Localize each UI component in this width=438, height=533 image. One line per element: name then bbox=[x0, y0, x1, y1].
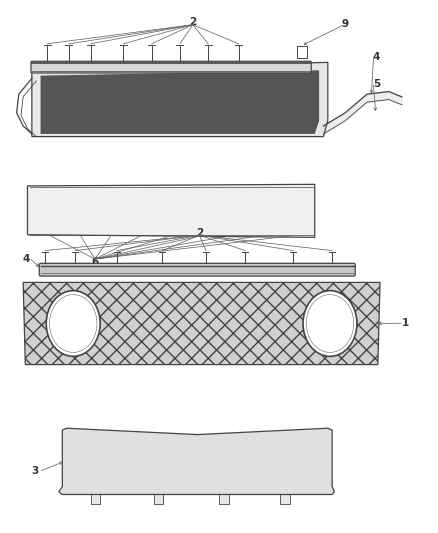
FancyBboxPatch shape bbox=[275, 66, 314, 128]
FancyBboxPatch shape bbox=[161, 286, 189, 361]
FancyBboxPatch shape bbox=[157, 192, 185, 230]
FancyBboxPatch shape bbox=[214, 286, 243, 361]
FancyBboxPatch shape bbox=[102, 436, 136, 487]
Bar bbox=[297, 46, 307, 58]
Polygon shape bbox=[32, 62, 328, 136]
FancyBboxPatch shape bbox=[276, 189, 308, 232]
Polygon shape bbox=[23, 282, 380, 365]
Text: 2: 2 bbox=[196, 228, 203, 238]
PathPatch shape bbox=[59, 428, 334, 495]
FancyBboxPatch shape bbox=[81, 67, 118, 128]
FancyBboxPatch shape bbox=[196, 436, 230, 487]
Bar bbox=[91, 495, 100, 504]
Text: 4: 4 bbox=[373, 52, 380, 61]
FancyBboxPatch shape bbox=[236, 66, 275, 128]
FancyBboxPatch shape bbox=[228, 436, 261, 487]
FancyBboxPatch shape bbox=[165, 436, 198, 487]
Circle shape bbox=[306, 295, 354, 352]
FancyBboxPatch shape bbox=[185, 189, 217, 232]
Text: 3: 3 bbox=[31, 466, 39, 475]
Text: 2: 2 bbox=[189, 17, 197, 27]
FancyBboxPatch shape bbox=[42, 67, 79, 128]
FancyBboxPatch shape bbox=[155, 189, 187, 232]
FancyBboxPatch shape bbox=[31, 61, 311, 73]
FancyBboxPatch shape bbox=[248, 192, 276, 230]
FancyBboxPatch shape bbox=[39, 263, 355, 276]
FancyBboxPatch shape bbox=[215, 189, 247, 232]
Circle shape bbox=[46, 290, 100, 357]
FancyBboxPatch shape bbox=[195, 64, 237, 131]
Bar bbox=[154, 495, 163, 504]
FancyBboxPatch shape bbox=[125, 189, 157, 232]
Text: 5: 5 bbox=[373, 78, 380, 88]
FancyBboxPatch shape bbox=[246, 189, 278, 232]
FancyBboxPatch shape bbox=[278, 192, 306, 230]
FancyBboxPatch shape bbox=[234, 63, 276, 131]
FancyBboxPatch shape bbox=[134, 286, 162, 361]
FancyBboxPatch shape bbox=[37, 192, 64, 230]
FancyBboxPatch shape bbox=[259, 436, 292, 487]
FancyBboxPatch shape bbox=[273, 63, 316, 131]
FancyBboxPatch shape bbox=[159, 66, 196, 128]
FancyBboxPatch shape bbox=[241, 286, 269, 361]
Bar bbox=[280, 495, 290, 504]
FancyBboxPatch shape bbox=[41, 65, 81, 131]
FancyBboxPatch shape bbox=[187, 286, 216, 361]
FancyBboxPatch shape bbox=[95, 189, 127, 232]
Polygon shape bbox=[41, 70, 319, 134]
Polygon shape bbox=[28, 184, 315, 237]
FancyBboxPatch shape bbox=[290, 436, 323, 487]
FancyBboxPatch shape bbox=[97, 192, 124, 230]
Circle shape bbox=[303, 290, 357, 357]
FancyBboxPatch shape bbox=[157, 64, 198, 131]
Text: 6: 6 bbox=[92, 257, 99, 267]
FancyBboxPatch shape bbox=[35, 189, 67, 232]
Text: 9: 9 bbox=[342, 19, 349, 29]
Bar bbox=[219, 495, 229, 504]
Circle shape bbox=[49, 295, 97, 352]
FancyBboxPatch shape bbox=[187, 192, 215, 230]
FancyBboxPatch shape bbox=[118, 64, 159, 131]
FancyBboxPatch shape bbox=[79, 64, 120, 131]
FancyBboxPatch shape bbox=[65, 189, 96, 232]
FancyBboxPatch shape bbox=[120, 67, 157, 128]
FancyBboxPatch shape bbox=[134, 436, 167, 487]
FancyBboxPatch shape bbox=[71, 436, 104, 487]
Text: 4: 4 bbox=[22, 254, 30, 264]
FancyBboxPatch shape bbox=[67, 192, 94, 230]
FancyBboxPatch shape bbox=[268, 286, 296, 361]
FancyBboxPatch shape bbox=[127, 192, 155, 230]
FancyBboxPatch shape bbox=[197, 66, 236, 128]
Text: 1: 1 bbox=[402, 318, 409, 328]
FancyBboxPatch shape bbox=[218, 192, 245, 230]
FancyBboxPatch shape bbox=[107, 286, 136, 361]
